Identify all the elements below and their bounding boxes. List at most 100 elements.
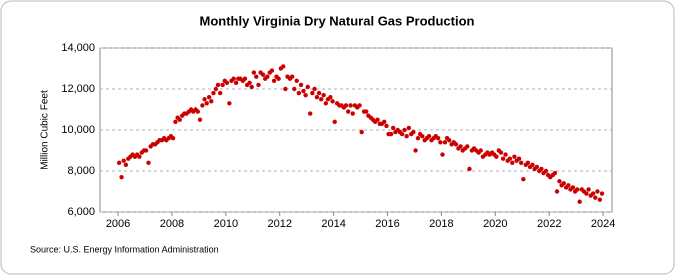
data-point <box>328 95 333 100</box>
data-point <box>123 162 129 168</box>
data-point <box>249 84 254 90</box>
source-note: Source: U.S. Energy Information Administ… <box>30 244 219 254</box>
y-tick-label: 14,000 <box>61 42 95 54</box>
data-point <box>510 160 515 165</box>
data-point <box>590 191 596 196</box>
data-point <box>402 127 407 133</box>
data-point <box>458 144 463 149</box>
data-point <box>119 174 124 180</box>
data-point <box>364 109 369 114</box>
data-point <box>330 99 335 104</box>
data-point <box>584 191 589 196</box>
data-point <box>507 156 513 161</box>
data-point <box>217 90 223 96</box>
data-point <box>552 170 558 176</box>
data-point <box>382 119 387 125</box>
data-point <box>557 179 562 184</box>
y-tick-label: 8,000 <box>67 165 95 177</box>
data-point <box>143 148 149 153</box>
data-point <box>388 131 394 137</box>
data-point <box>350 111 355 116</box>
data-point <box>242 76 248 81</box>
y-tick-label: 10,000 <box>61 124 95 136</box>
data-point <box>177 117 182 122</box>
data-point <box>202 97 207 102</box>
data-point <box>121 158 126 163</box>
data-point <box>323 101 329 106</box>
data-point <box>206 95 212 100</box>
data-point <box>597 197 603 202</box>
data-point <box>599 191 605 196</box>
x-tick-label: 2006 <box>106 218 130 230</box>
chart-title: Monthly Virginia Dry Natural Gas Product… <box>200 13 475 28</box>
data-point <box>170 136 176 141</box>
x-tick-label: 2016 <box>375 218 399 230</box>
data-point <box>539 166 544 172</box>
data-point <box>247 80 252 86</box>
data-point <box>289 74 295 79</box>
data-point <box>213 86 219 92</box>
data-point <box>345 109 351 114</box>
data-point <box>561 181 566 186</box>
data-point <box>516 156 522 161</box>
data-point <box>283 86 288 92</box>
data-point <box>420 133 425 139</box>
data-point <box>296 90 302 96</box>
data-point <box>332 119 337 125</box>
data-point <box>521 177 526 182</box>
data-point <box>137 154 142 159</box>
data-point <box>525 160 531 165</box>
data-point <box>146 160 151 165</box>
x-tick-label: 2018 <box>429 218 453 230</box>
data-point <box>404 133 409 139</box>
data-point <box>173 119 178 125</box>
data-point <box>316 90 322 96</box>
data-point <box>116 160 122 165</box>
data-point <box>554 189 560 194</box>
x-tick-label: 2010 <box>214 218 238 230</box>
data-point <box>566 183 571 188</box>
data-point <box>204 101 209 106</box>
data-point <box>348 103 353 108</box>
data-point <box>467 166 472 172</box>
data-point <box>406 125 412 131</box>
data-point <box>575 187 580 192</box>
y-tick-label: 12,000 <box>61 83 95 95</box>
data-point <box>586 187 591 192</box>
data-point <box>220 82 225 88</box>
x-tick-label: 2022 <box>537 218 561 230</box>
data-point <box>224 80 230 86</box>
data-point <box>321 92 326 98</box>
data-point <box>256 82 261 88</box>
x-tick-label: 2020 <box>483 218 507 230</box>
data-point <box>303 92 308 98</box>
data-point <box>543 168 549 174</box>
x-tick-label: 2012 <box>267 218 291 230</box>
data-point <box>390 125 396 131</box>
data-point <box>294 78 299 84</box>
data-point <box>209 99 214 104</box>
data-point <box>305 84 310 90</box>
data-point <box>312 86 317 92</box>
data-point <box>281 64 286 69</box>
data-point <box>260 72 266 77</box>
data-point <box>447 138 452 143</box>
data-point <box>310 90 315 96</box>
data-point <box>435 136 441 141</box>
data-point <box>227 101 232 106</box>
data-point <box>534 164 540 170</box>
data-point <box>478 148 483 153</box>
data-point <box>276 76 281 81</box>
data-point <box>265 74 270 79</box>
data-point <box>411 129 416 135</box>
data-point <box>503 152 508 157</box>
data-point <box>251 70 257 75</box>
x-tick-label: 2014 <box>321 218 345 230</box>
data-point <box>314 95 320 100</box>
data-point <box>530 162 535 168</box>
data-point <box>271 78 277 84</box>
data-point <box>426 133 432 139</box>
y-axis-label: Million Cubic Feet <box>40 90 51 170</box>
